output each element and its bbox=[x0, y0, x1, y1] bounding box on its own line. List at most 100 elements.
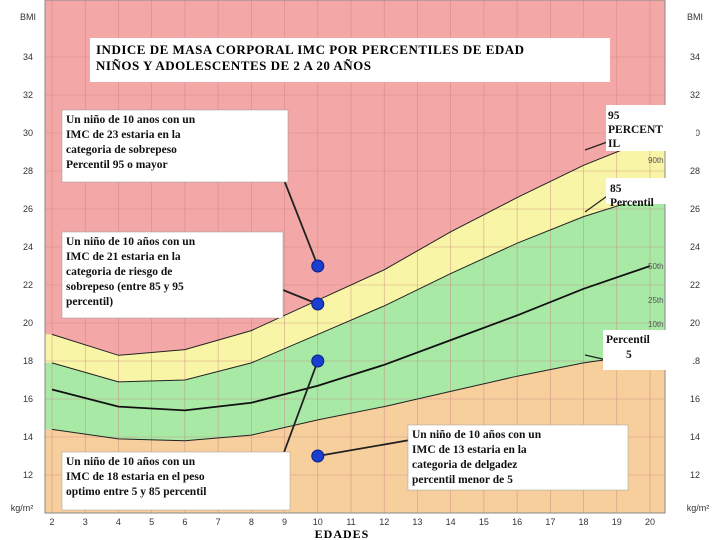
x-tick-label: 17 bbox=[545, 517, 555, 527]
label-line: IL bbox=[608, 138, 620, 150]
x-tick-label: 6 bbox=[182, 517, 187, 527]
y-tick-label: 34 bbox=[23, 52, 33, 62]
annotation-text: percentil) bbox=[66, 296, 113, 308]
y-tick-label: 24 bbox=[690, 242, 700, 252]
label-line: Percentil bbox=[610, 197, 654, 209]
y-tick-label: 26 bbox=[23, 204, 33, 214]
annotation-text: Percentil 95 o mayor bbox=[66, 159, 168, 171]
y-tick-label: 12 bbox=[23, 470, 33, 480]
curve-label: 10th bbox=[648, 320, 664, 329]
label-box bbox=[606, 178, 694, 204]
percentile-line bbox=[51, 352, 651, 442]
percentile-label: Percentil 5 bbox=[606, 334, 650, 361]
y-tick-label: 12 bbox=[690, 470, 700, 480]
x-tick-label: 4 bbox=[116, 517, 121, 527]
x-tick-label: 7 bbox=[216, 517, 221, 527]
title-line: INDICE DE MASA CORPORAL IMC POR PERCENTI… bbox=[96, 42, 525, 57]
y-tick-label: 16 bbox=[690, 394, 700, 404]
label-line: 85 bbox=[610, 183, 622, 195]
label-line: 95 bbox=[608, 110, 620, 122]
y-tick-label: 14 bbox=[690, 432, 700, 442]
callout-arrow bbox=[584, 193, 611, 213]
annotation-text: percentil menor de 5 bbox=[412, 474, 513, 486]
y-axis-unit: BMI bbox=[687, 12, 703, 22]
chart-title: INDICE DE MASA CORPORAL IMC POR PERCENTI… bbox=[96, 42, 525, 73]
curve-label: 50th bbox=[648, 262, 664, 271]
y-tick-label: 20 bbox=[23, 318, 33, 328]
y-tick-label: 28 bbox=[23, 166, 33, 176]
callout-line bbox=[282, 360, 319, 456]
callout-line bbox=[283, 179, 319, 267]
y-tick-label: 24 bbox=[23, 242, 33, 252]
annotation-text: categoria de delgadez bbox=[412, 459, 517, 471]
y-axis-unit: kg/m² bbox=[11, 503, 34, 513]
y-tick-label: 20 bbox=[690, 318, 700, 328]
annotation-text: IMC de 23 estaria en la bbox=[66, 129, 181, 141]
point bbox=[311, 354, 325, 368]
x-tick-label: 15 bbox=[479, 517, 489, 527]
x-tick-label: 8 bbox=[249, 517, 254, 527]
y-tick-label: 14 bbox=[23, 432, 33, 442]
overlay: INDICE DE MASA CORPORAL IMC POR PERCENTI… bbox=[61, 38, 696, 511]
annotation-text: categoria de riesgo de bbox=[66, 266, 172, 278]
point bbox=[311, 297, 325, 311]
x-tick-label: 12 bbox=[379, 517, 389, 527]
point bbox=[311, 259, 325, 273]
percentile-line bbox=[51, 195, 651, 383]
label-line: PERCENT bbox=[608, 124, 663, 136]
annotation-text: sobrepeso (entre 85 y 95 bbox=[66, 281, 184, 293]
annotation-text: Un niño de 10 años con un bbox=[412, 429, 542, 441]
plot-frame bbox=[44, 0, 666, 514]
label-box bbox=[603, 330, 693, 370]
curve-label: 90th bbox=[648, 156, 664, 165]
y-tick-label: 32 bbox=[690, 90, 700, 100]
y-tick-label: 26 bbox=[690, 204, 700, 214]
x-tick-label: 20 bbox=[645, 517, 655, 527]
y-tick-label: 28 bbox=[690, 166, 700, 176]
point bbox=[311, 449, 325, 463]
callout-line bbox=[317, 439, 411, 457]
label-line: Percentil bbox=[606, 334, 650, 346]
annotation-text: Un niño de 10 años con un bbox=[66, 236, 196, 248]
x-tick-label: 18 bbox=[579, 517, 589, 527]
y-tick-label: 16 bbox=[23, 394, 33, 404]
x-tick-label: 3 bbox=[83, 517, 88, 527]
y-axis-unit: kg/m² bbox=[687, 503, 710, 513]
x-tick-label: 14 bbox=[446, 517, 456, 527]
x-tick-label: 11 bbox=[346, 517, 355, 527]
annotation-box bbox=[61, 231, 284, 319]
title-line: NIÑOS Y ADOLESCENTES DE 2 A 20 AÑOS bbox=[96, 58, 372, 73]
y-tick-label: 32 bbox=[23, 90, 33, 100]
percentile-line bbox=[51, 138, 651, 356]
x-tick-label: 9 bbox=[282, 517, 287, 527]
annotation-text: Un niño de 10 años con un bbox=[66, 456, 196, 468]
y-tick-label: 18 bbox=[690, 356, 700, 366]
label-line: 5 bbox=[626, 349, 632, 361]
annotation-text: categoria de sobrepeso bbox=[66, 144, 177, 156]
y-tick-label: 34 bbox=[690, 52, 700, 62]
annotation-box bbox=[407, 424, 629, 491]
annotation-box bbox=[61, 451, 291, 511]
y-tick-label: 22 bbox=[23, 280, 33, 290]
zone-fill bbox=[45, 189, 665, 441]
y-axis-unit: BMI bbox=[20, 12, 36, 22]
callout-arrow bbox=[584, 140, 611, 151]
y-tick-label: 30 bbox=[23, 128, 33, 138]
annotation-text: optimo entre 5 y 85 percentil bbox=[66, 486, 206, 498]
annotation-text: Un niño de 10 anos con un bbox=[66, 114, 196, 126]
x-tick-label: 19 bbox=[612, 517, 622, 527]
x-tick-label: 13 bbox=[412, 517, 422, 527]
title-box bbox=[90, 38, 610, 82]
x-tick-label: 5 bbox=[149, 517, 154, 527]
percentile-line bbox=[51, 265, 651, 412]
percentile-label: 95 PERCENT IL bbox=[608, 110, 663, 150]
annotation-text: IMC de 21 estaria en la bbox=[66, 251, 181, 263]
y-tick-label: 22 bbox=[690, 280, 700, 290]
annotation-text: IMC de 13 estaria en la bbox=[412, 444, 527, 456]
x-axis-label: EDADES bbox=[315, 527, 370, 540]
label-box bbox=[606, 105, 696, 151]
x-tick-label: 2 bbox=[49, 517, 54, 527]
x-tick-label: 16 bbox=[512, 517, 522, 527]
y-tick-label: 18 bbox=[23, 356, 33, 366]
